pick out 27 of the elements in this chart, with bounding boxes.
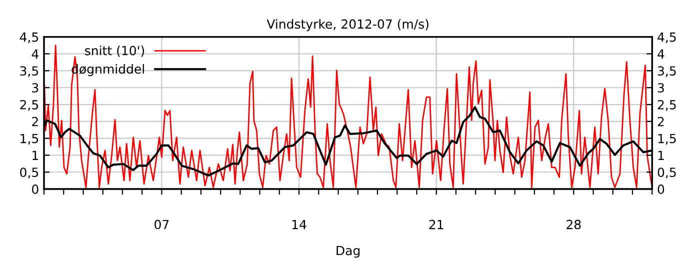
y-tick-label: 2,5 [20, 100, 38, 111]
y2-tick-label: 3 [658, 83, 664, 93]
y-tick-label: 2 [32, 116, 38, 126]
y-tick-label: 0 [32, 184, 38, 194]
y2-tick-label: 2 [658, 116, 664, 126]
y2-tick-label: 3,5 [658, 66, 676, 77]
chart-title: Vindstyrke, 2012-07 (m/s) [266, 19, 428, 32]
x-tick-label: 28 [566, 220, 581, 230]
x-tick-label: 14 [292, 220, 306, 230]
y2-tick-label: 4,5 [658, 32, 676, 44]
x-axis-title: Dag [336, 246, 360, 258]
y2-tick-label: 2,5 [658, 100, 676, 111]
y2-tick-label: 4 [658, 49, 664, 59]
y-tick-label: 1,5 [20, 134, 38, 145]
y-tick-label: 4 [32, 49, 38, 59]
y2-tick-label: 0,5 [658, 168, 676, 178]
legend-label: snitt (10') [85, 46, 144, 57]
y2-tick-label: 1 [658, 150, 664, 160]
y-tick-label: 3 [32, 83, 38, 93]
y-tick-label: 4,5 [20, 32, 38, 44]
x-tick-label: 07 [154, 220, 169, 230]
y-tick-label: 1 [32, 150, 38, 160]
y2-tick-label: 0 [658, 184, 664, 194]
x-tick-label: 21 [429, 220, 444, 230]
y-tick-label: 3,5 [20, 66, 38, 77]
y2-tick-label: 1,5 [658, 134, 676, 145]
y-tick-label: 0,5 [20, 168, 38, 178]
